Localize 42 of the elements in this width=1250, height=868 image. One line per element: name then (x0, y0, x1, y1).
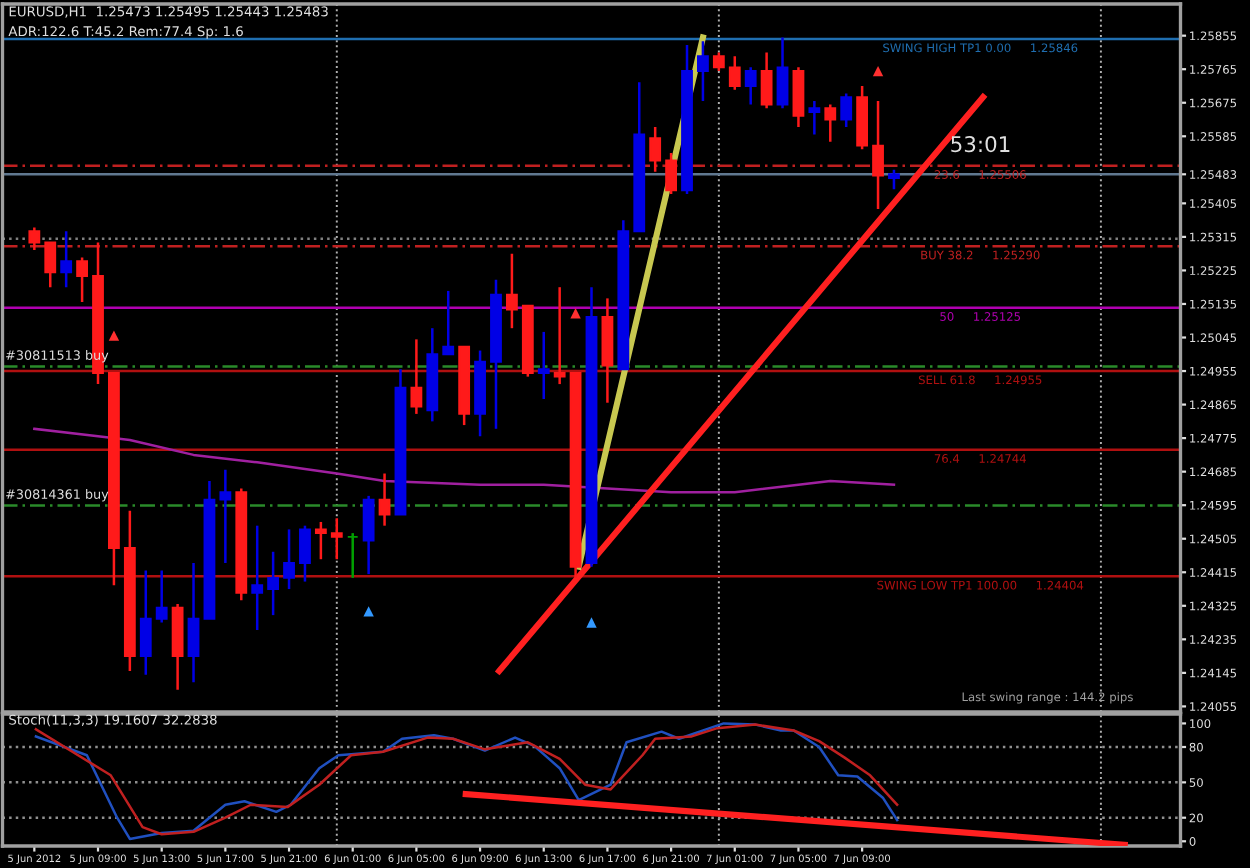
candlestick (872, 99, 884, 211)
candlestick (187, 561, 200, 684)
point (570, 308, 581, 319)
candlestick (330, 516, 343, 561)
candlestick (410, 338, 423, 416)
candlestick (506, 252, 518, 330)
candlestick (60, 230, 73, 289)
candlestick (697, 40, 709, 103)
point (872, 65, 884, 77)
candlestick (378, 472, 391, 527)
candlestick (665, 151, 677, 196)
candlestick (155, 569, 168, 624)
candlestick (808, 99, 821, 136)
candlestick (28, 226, 41, 252)
candlestick (139, 569, 152, 676)
candlestick (251, 524, 264, 632)
candlestick (299, 524, 311, 583)
candlestick (824, 103, 837, 144)
candlestick (537, 330, 550, 401)
candlestick (776, 36, 789, 110)
candlestick (553, 285, 566, 386)
candlestick (267, 550, 280, 617)
candlestick (792, 66, 805, 129)
candlestick (744, 66, 757, 106)
candlestick (728, 54, 741, 91)
candlestick (44, 241, 57, 289)
candlestick (219, 468, 232, 565)
candlestick (760, 51, 773, 110)
candlestick (888, 168, 900, 191)
candlestick (712, 51, 725, 73)
point (586, 617, 597, 628)
candlestick (649, 125, 662, 173)
candlestick (76, 256, 88, 304)
candlestick (346, 531, 359, 580)
candlestick (442, 289, 455, 356)
point (363, 606, 374, 617)
candlestick (840, 92, 853, 129)
candlestick (314, 520, 327, 561)
annotation: 53:01 (951, 136, 1010, 153)
candlestick (283, 528, 295, 591)
candlestick (362, 494, 375, 576)
point (108, 330, 120, 341)
